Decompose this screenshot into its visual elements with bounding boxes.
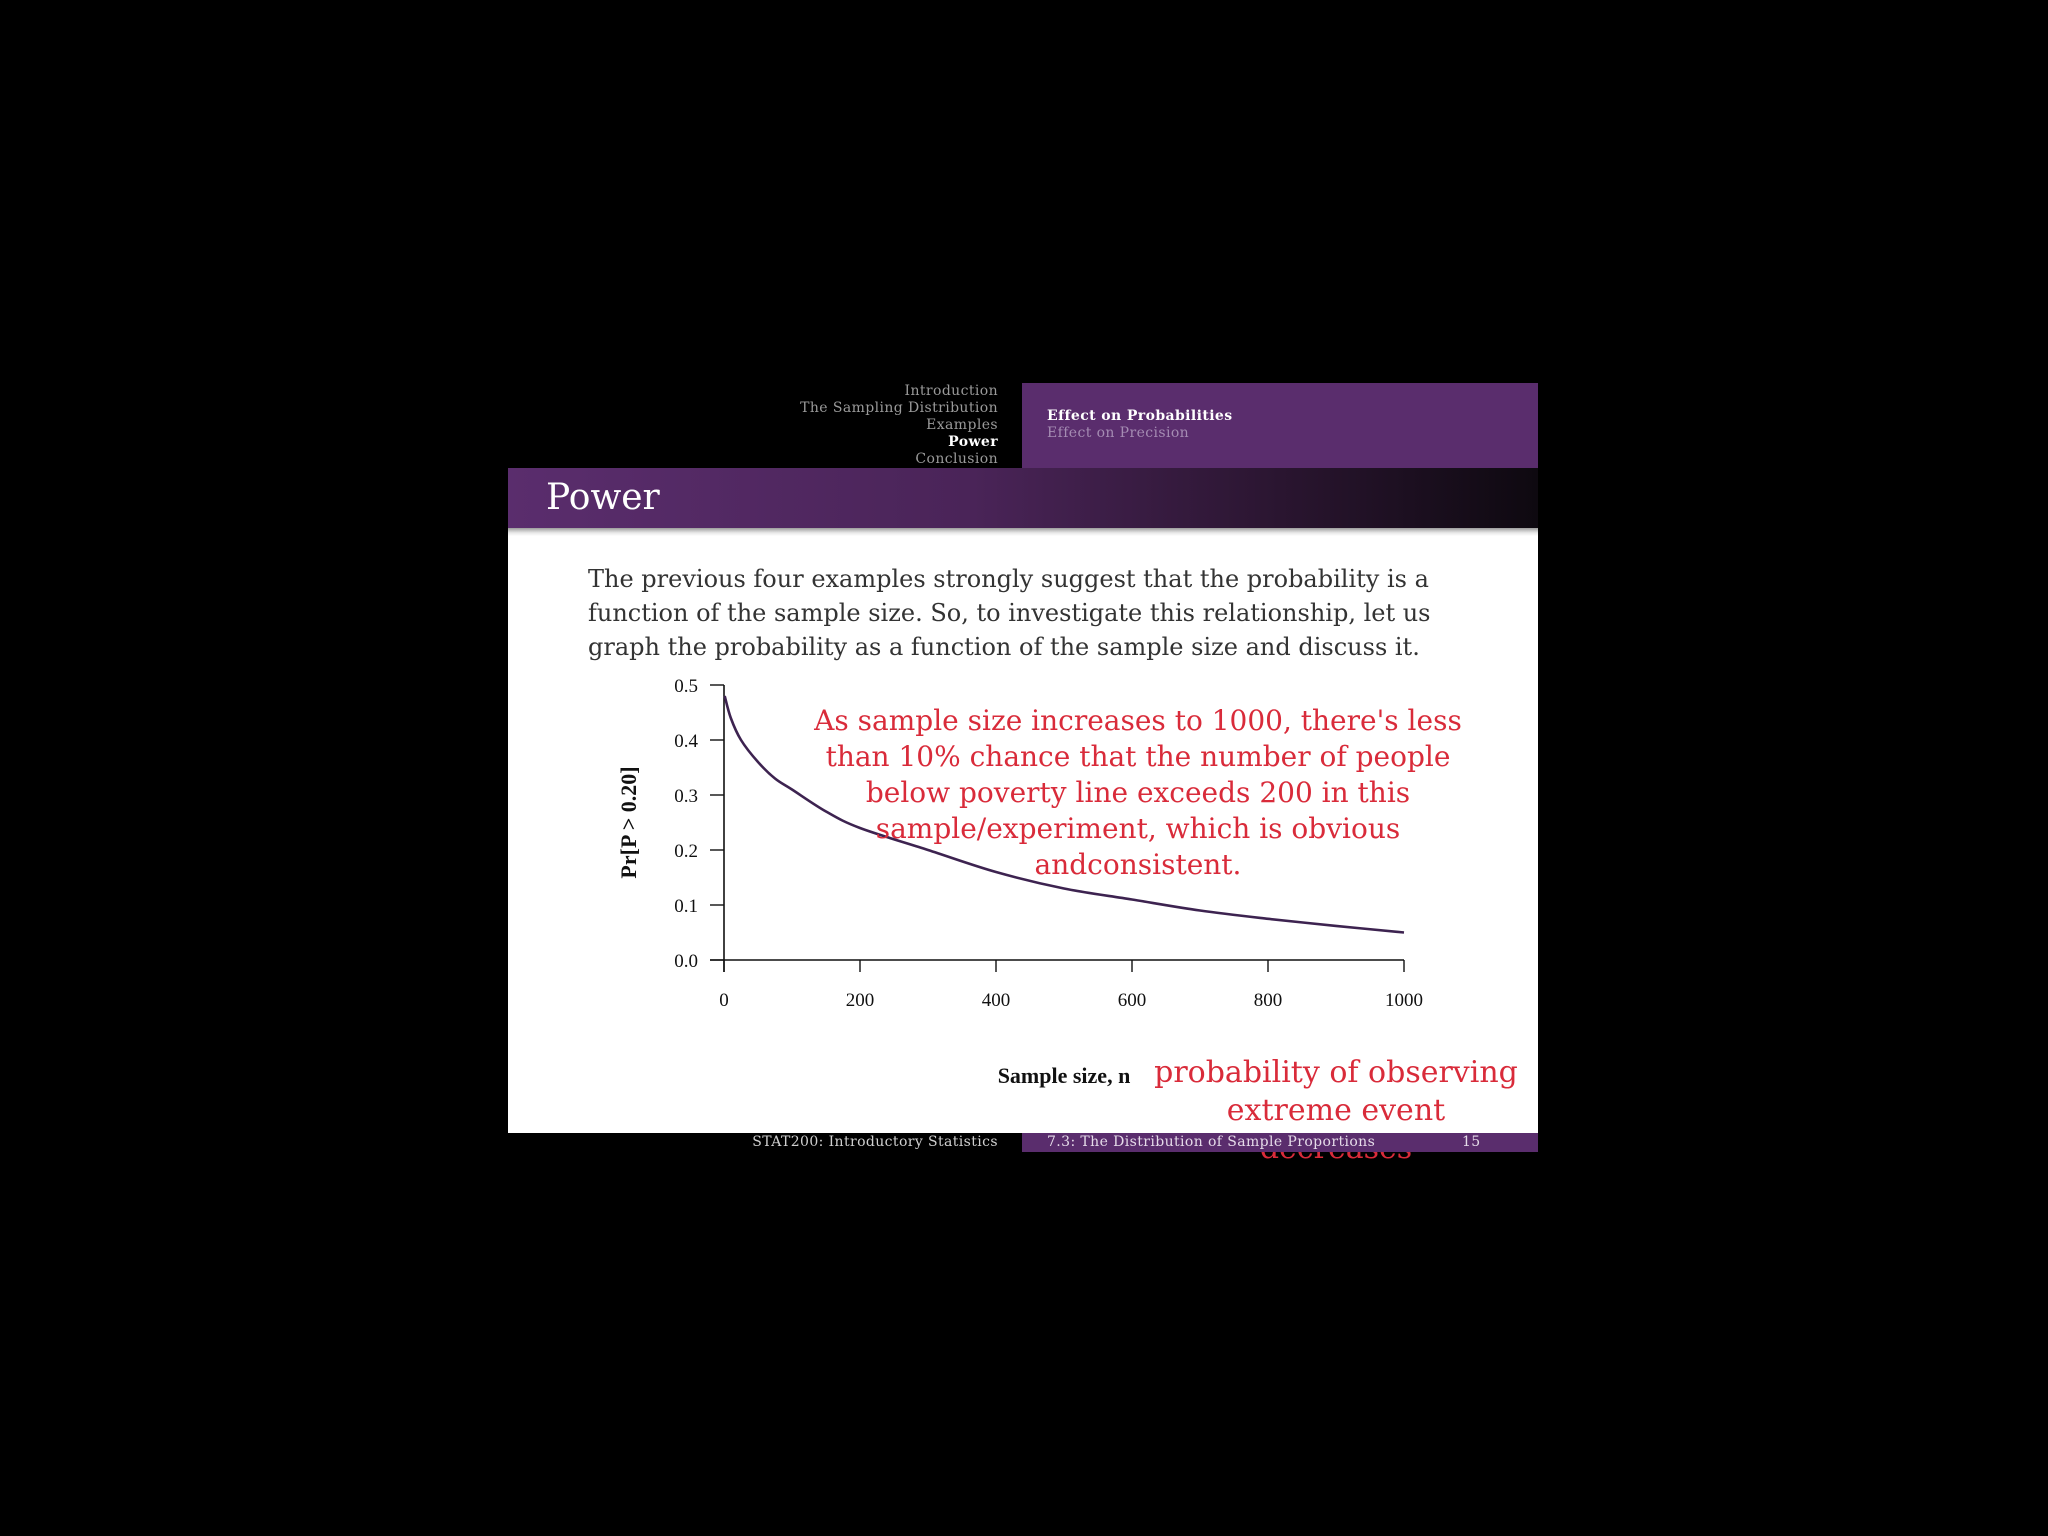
subsection-navigation: Effect on Probabilities Effect on Precis… <box>1022 383 1538 468</box>
slide-content: The previous four examples strongly sugg… <box>508 528 1538 1166</box>
y-tick-label-0.2: 0.2 <box>674 841 698 862</box>
nav-subsection-effect-on-precision[interactable]: Effect on Precision <box>1047 425 1190 441</box>
footer-section-title: 7.3: The Distribution of Sample Proporti… <box>1047 1134 1376 1150</box>
y-tick-label-0.0: 0.0 <box>674 951 698 972</box>
frame-title-bar: Power <box>508 468 1538 528</box>
annotation-sample-size: As sample size increases to 1000, there'… <box>814 704 1462 881</box>
nav-section-conclusion[interactable]: Conclusion <box>915 451 998 467</box>
intro-paragraph: The previous four examples strongly sugg… <box>588 565 1431 661</box>
nav-section-power[interactable]: Power <box>948 434 998 450</box>
y-tick-label-0.4: 0.4 <box>674 731 698 752</box>
x-axis-title: Sample size, n <box>998 1063 1131 1088</box>
nav-section-examples[interactable]: Examples <box>926 417 998 433</box>
probability-chart: 0 200 400 600 800 1000 0.0 0.1 0.2 0.3 0.4 0.5 Sampl… <box>616 676 1423 1088</box>
slide: Introduction The Sampling Distribution E… <box>508 383 1538 1166</box>
y-tick-label-0.1: 0.1 <box>674 896 698 917</box>
x-tick-label-1000: 1000 <box>1385 990 1423 1011</box>
series-line-probability <box>723 695 1405 934</box>
nav-section-sampling-distribution[interactable]: The Sampling Distribution <box>800 400 998 416</box>
x-tick-label-0: 0 <box>719 990 729 1011</box>
x-tick-label-400: 400 <box>982 990 1011 1011</box>
section-navigation: Introduction The Sampling Distribution E… <box>508 383 1022 468</box>
title-shadow <box>508 528 1538 536</box>
y-tick-label-0.5: 0.5 <box>674 676 698 697</box>
nav-subsection-effect-on-probabilities[interactable]: Effect on Probabilities <box>1047 408 1233 424</box>
x-tick-label-200: 200 <box>846 990 875 1011</box>
nav-section-introduction[interactable]: Introduction <box>904 383 998 399</box>
footer-course: STAT200: Introductory Statistics <box>508 1133 1022 1152</box>
page-number: 15 <box>1462 1134 1481 1150</box>
x-tick-label-600: 600 <box>1118 990 1147 1011</box>
frame-title: Power <box>546 477 660 518</box>
x-tick-label-800: 800 <box>1254 990 1283 1011</box>
footer-course-title: STAT200: Introductory Statistics <box>752 1134 998 1150</box>
y-tick-label-0.3: 0.3 <box>674 786 698 807</box>
footer-section: 7.3: The Distribution of Sample Proporti… <box>1022 1133 1538 1152</box>
y-axis-title: Pr[P > 0.20] <box>616 766 641 878</box>
